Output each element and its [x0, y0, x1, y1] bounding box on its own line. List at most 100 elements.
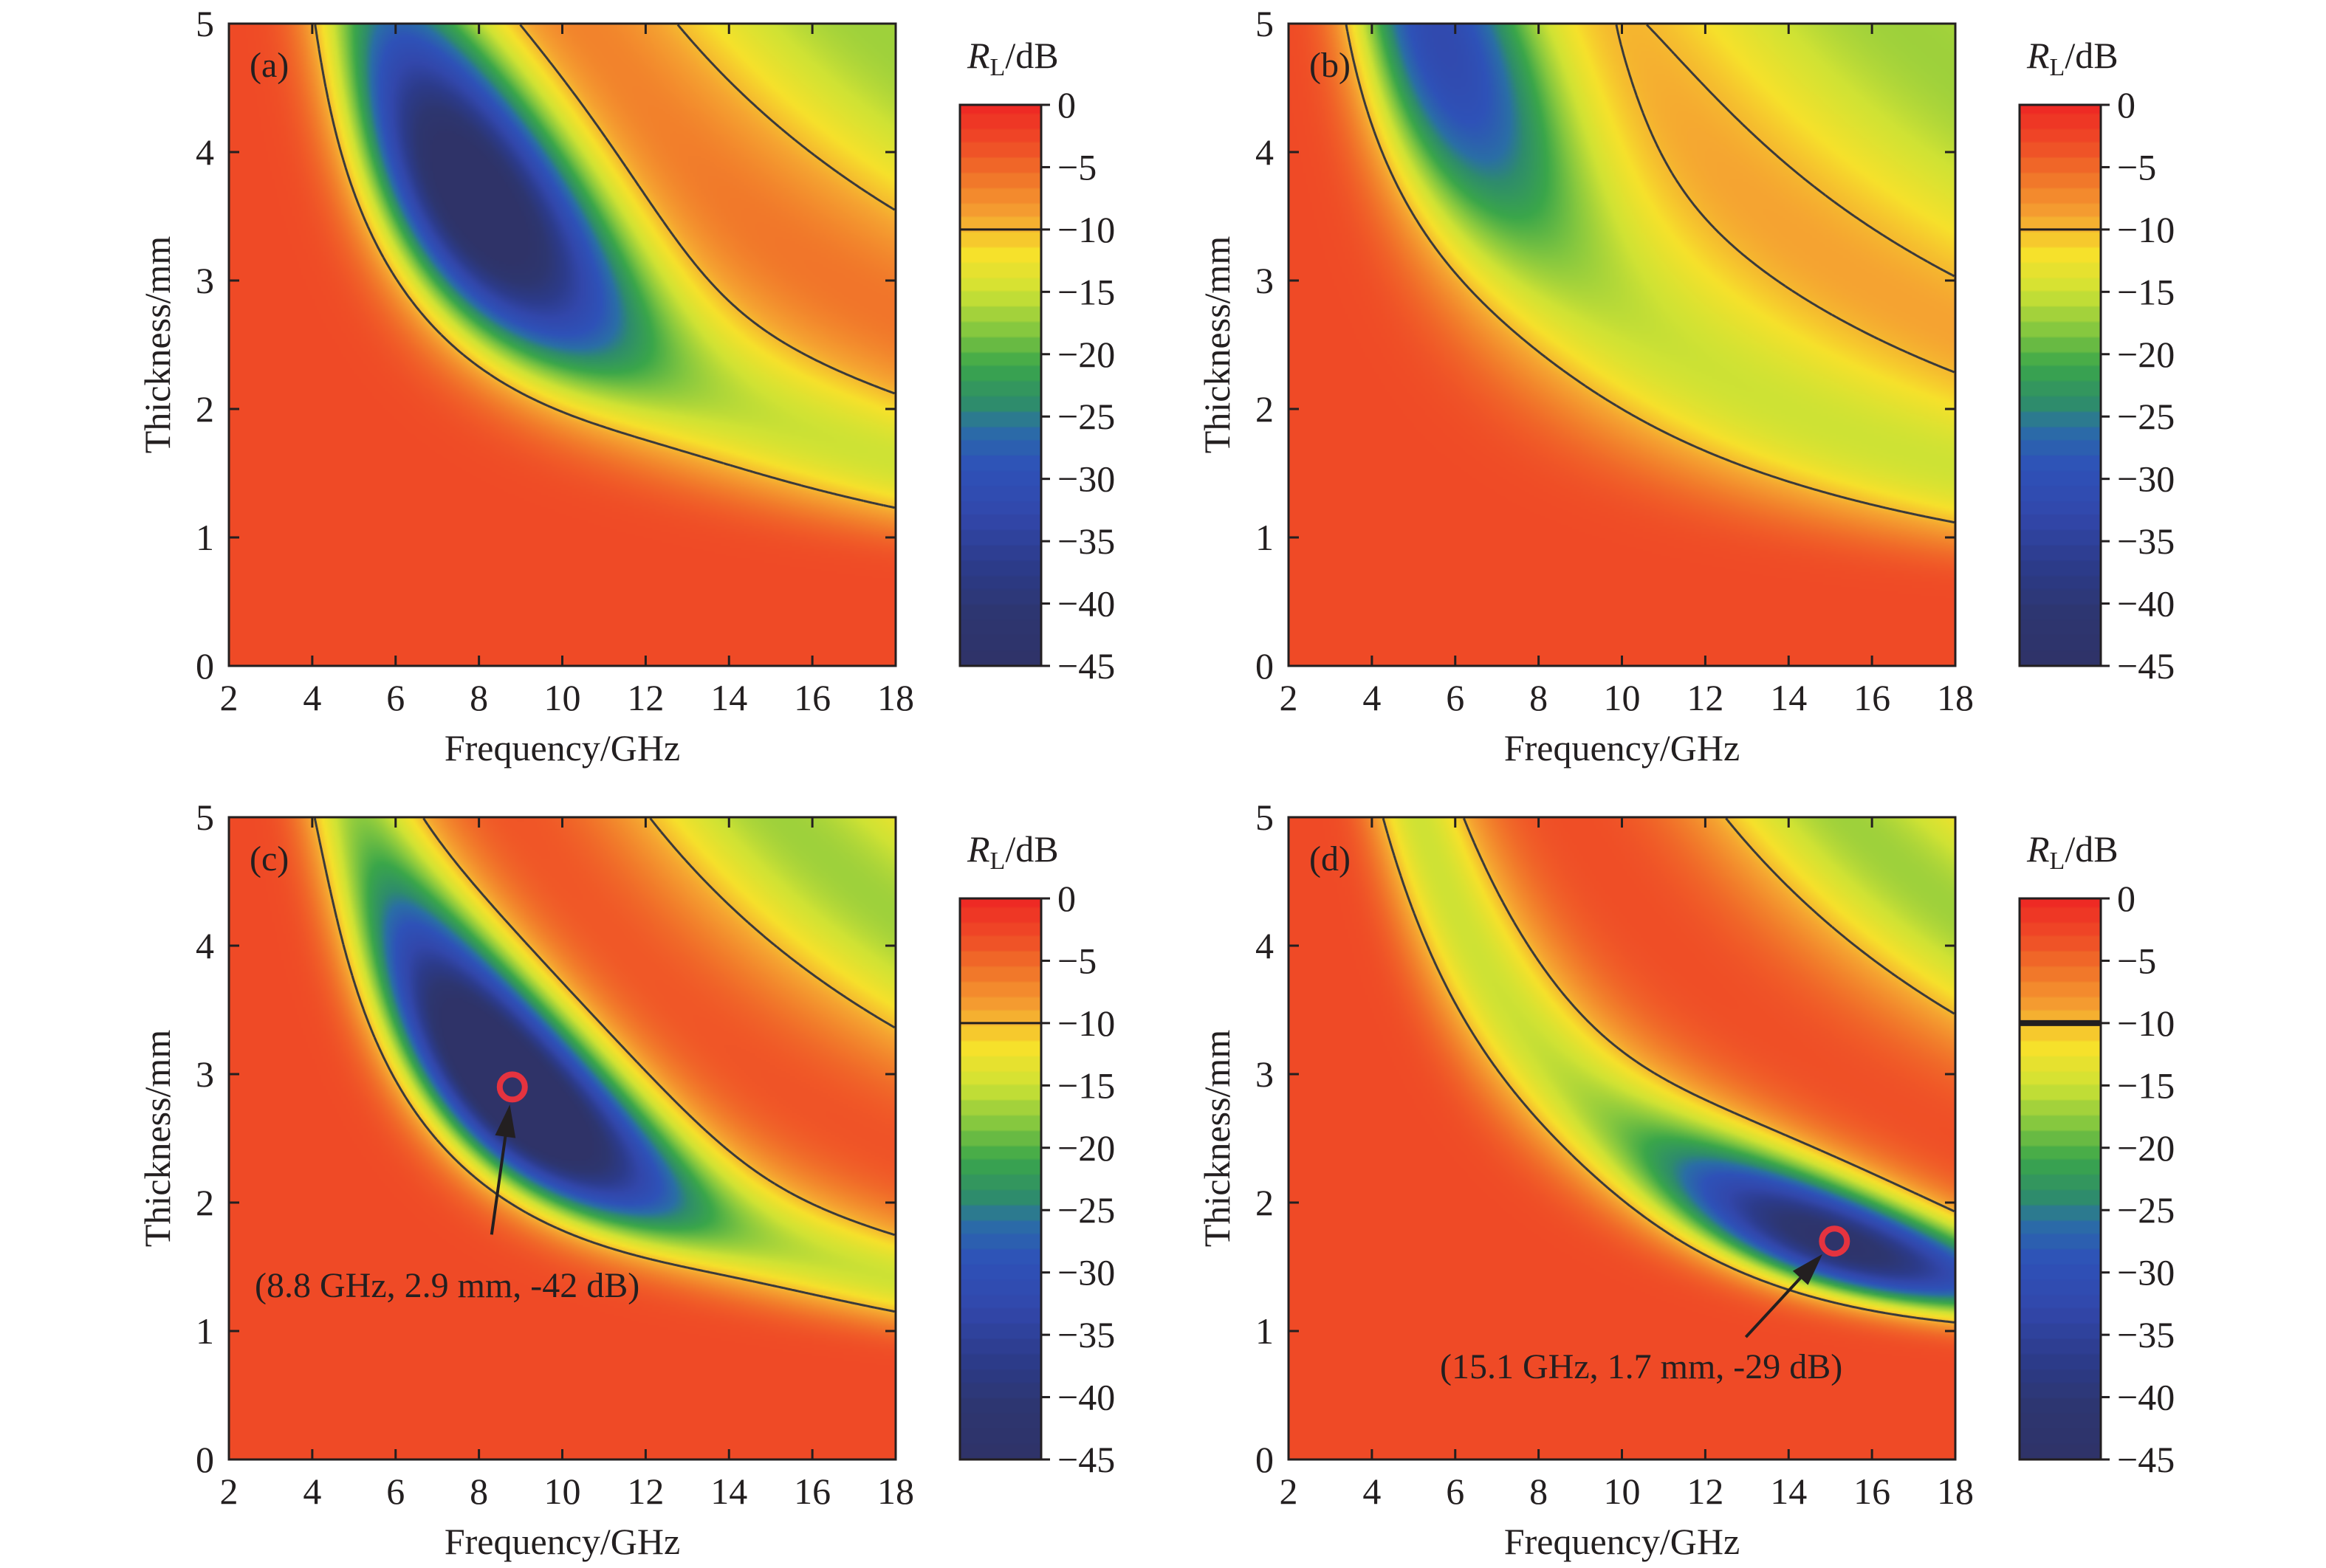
colorbar-title: RL/dB [967, 828, 1059, 875]
y-tick-label: 2 [196, 388, 214, 430]
contour-line-minus10 [1345, 24, 1955, 524]
y-axis-title: Thickness/mm [1196, 236, 1238, 454]
x-tick-label: 10 [544, 1471, 581, 1512]
x-axis-title: Frequency/GHz [1504, 1521, 1740, 1562]
x-tick-label: 4 [1362, 1471, 1381, 1512]
y-tick-label: 3 [196, 1053, 214, 1095]
colorbar-title-main: R [2026, 35, 2050, 76]
colorbar-tick-label: −5 [1057, 146, 1097, 188]
y-tick-label: 3 [196, 260, 214, 301]
panel-label: (c) [250, 839, 289, 878]
x-tick-label: 12 [1687, 1471, 1723, 1512]
colorbar-tick-label: −30 [1057, 458, 1115, 500]
y-axis-title: Thickness/mm [1196, 1030, 1238, 1248]
colorbar-tick-label: −30 [2117, 1252, 2175, 1293]
colorbar-gradient [2020, 898, 2101, 1459]
x-tick-label: 8 [470, 1471, 488, 1512]
colorbar-tick-label: −5 [1057, 940, 1097, 981]
colorbar-title-main: R [967, 35, 990, 76]
annotation-arrow-shaft [1744, 1269, 1809, 1338]
x-tick-label: 6 [386, 677, 405, 718]
x-tick-label: 6 [1446, 1471, 1464, 1512]
colorbar-tick-label: −35 [1057, 520, 1115, 562]
heatmap-image [1289, 24, 1955, 666]
colorbar-tick-label: −20 [2117, 1127, 2175, 1169]
colorbar-tick-label: −25 [1057, 1189, 1115, 1231]
colorbar-tick-label: −5 [2117, 146, 2156, 188]
colorbar-tick-label: −45 [2117, 645, 2175, 687]
colorbar-title-unit: /dB [1005, 828, 1058, 870]
y-tick-label: 3 [1255, 1053, 1274, 1095]
annotation-arrow-head [495, 1104, 516, 1138]
heatmap-image [229, 24, 896, 666]
x-tick-label: 14 [1770, 677, 1807, 718]
y-tick-label: 4 [1255, 925, 1274, 966]
x-tick-label: 6 [386, 1471, 405, 1512]
x-tick-label: 18 [1937, 1471, 1974, 1512]
panel-c: 2 4 6 8 10 12 14 16 18012345Frequency/GHzThickne… [137, 797, 1115, 1562]
colorbar-frame [2018, 897, 2102, 1461]
y-tick-label: 1 [1255, 1310, 1274, 1352]
y-tick-label: 4 [196, 131, 214, 173]
x-tick-label: 14 [710, 1471, 747, 1512]
y-tick-label: 0 [196, 645, 214, 687]
y-axis-title: Thickness/mm [137, 236, 178, 454]
colorbar-tick-label: −15 [2117, 271, 2175, 312]
x-tick-label: 12 [1687, 677, 1723, 718]
colorbar-title-sub: L [990, 54, 1006, 81]
colorbar-title-main: R [2026, 828, 2050, 870]
colorbar-tick-label: −30 [1057, 1252, 1115, 1293]
y-tick-label: 1 [1255, 517, 1274, 558]
x-tick-label: 10 [544, 677, 581, 718]
panel-label: (d) [1309, 839, 1351, 878]
colorbar-tick-label: −35 [2117, 520, 2175, 562]
panel-d: 2 4 6 8 10 12 14 16 18012345Frequency/GHzThickne… [1196, 797, 2175, 1562]
x-tick-label: 16 [794, 1471, 831, 1512]
colorbar-title: RL/dB [967, 35, 1059, 81]
colorbar-title-sub: L [2050, 54, 2065, 81]
contour-line-minus10 [314, 24, 896, 509]
x-tick-label: 12 [627, 677, 664, 718]
annotation-arrow-head [1792, 1254, 1823, 1285]
colorbar-frame [2018, 103, 2102, 667]
x-tick-label: 2 [220, 1471, 239, 1512]
colorbar-gradient [960, 105, 1041, 666]
colorbar-tick-label: −35 [1057, 1314, 1115, 1355]
colorbar-tick-label: −45 [1057, 1439, 1115, 1480]
colorbar-tick-label: −10 [2117, 1003, 2175, 1044]
colorbar-tick-label: 0 [1057, 84, 1076, 125]
y-tick-label: 4 [196, 925, 214, 966]
colorbar-tick-label: −20 [2117, 334, 2175, 375]
colorbar-tick-label: −10 [2117, 209, 2175, 250]
x-tick-label: 8 [1529, 677, 1548, 718]
colorbar-tick-label: −40 [2117, 1377, 2175, 1418]
annotation-label: (8.8 GHz, 2.9 mm, -42 dB) [255, 1266, 639, 1305]
colorbar-tick-label: −40 [2117, 583, 2175, 625]
colorbar-tick-label: −40 [1057, 1377, 1115, 1418]
contour-line-minus10 [1382, 817, 1955, 1324]
x-tick-label: 16 [1853, 677, 1890, 718]
x-tick-label: 16 [794, 677, 831, 718]
colorbar-tick-label: −25 [2117, 1189, 2175, 1231]
x-tick-label: 8 [1529, 1471, 1548, 1512]
x-tick-label: 2 [1280, 677, 1298, 718]
x-tick-label: 6 [1446, 677, 1464, 718]
colorbar-tick-label: 0 [2117, 84, 2135, 125]
y-tick-label: 0 [1255, 1439, 1274, 1480]
colorbar-title-main: R [967, 828, 990, 870]
colorbar-title: RL/dB [2026, 828, 2119, 875]
x-tick-label: 10 [1604, 1471, 1641, 1512]
colorbar-title-unit: /dB [1005, 35, 1058, 76]
x-axis-title: Frequency/GHz [445, 727, 680, 768]
colorbar-tick-label: −25 [1057, 396, 1115, 437]
colorbar-frame [958, 897, 1043, 1461]
x-tick-label: 18 [877, 1471, 914, 1512]
y-tick-label: 5 [196, 797, 214, 838]
colorbar-title-unit: /dB [2065, 828, 2118, 870]
annotation-label: (15.1 GHz, 1.7 mm, -29 dB) [1440, 1347, 1842, 1386]
heatmap-image [1289, 817, 1955, 1459]
colorbar-frame [958, 103, 1043, 667]
x-tick-label: 18 [877, 677, 914, 718]
colorbar-tick-label: −20 [1057, 334, 1115, 375]
